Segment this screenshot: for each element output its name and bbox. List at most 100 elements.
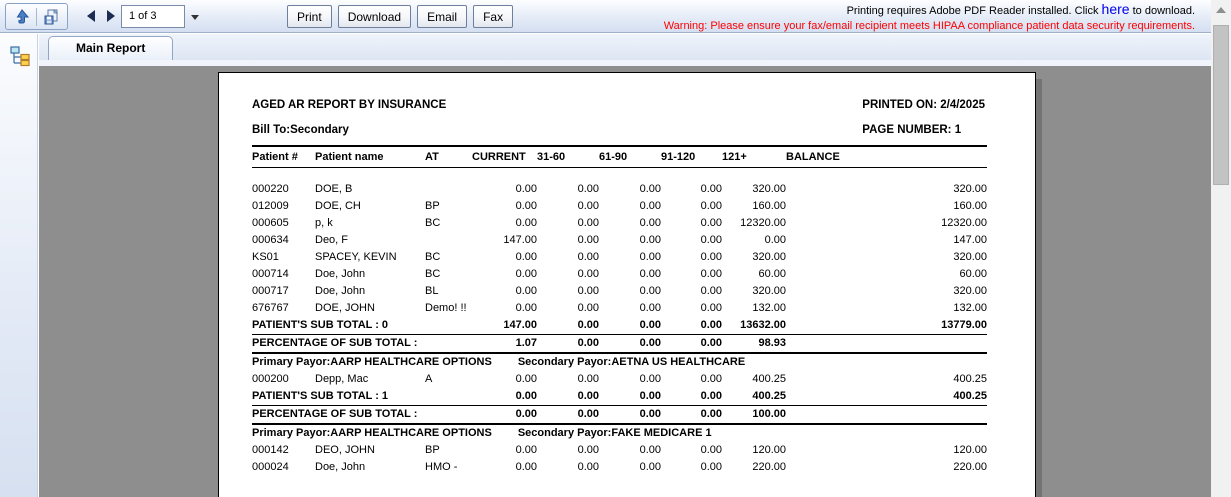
cell-patient-name: p, k [315, 216, 333, 229]
cell-patient-name: Deo, F [315, 233, 349, 246]
payor-group-header-row: Primary Payor:AARP HEALTHCARE OPTIONS Sec… [252, 424, 987, 442]
cell-at: BL [425, 284, 439, 297]
payor-labels-cell: Primary Payor:AARP HEALTHCARE OPTIONS Sec… [252, 353, 987, 371]
cell-patient-number: 000024 [252, 460, 289, 473]
cell-patient-name: Doe, John [315, 267, 366, 280]
page-indicator-input[interactable]: 1 of 3 [121, 5, 185, 28]
cell-31-60: 0.00 [577, 233, 599, 246]
cell-91-120: 0.00 [700, 372, 722, 385]
cell-balance: 12320.00 [941, 216, 987, 229]
cell-at: BC [425, 250, 441, 263]
cell-61-90: 0.00 [639, 443, 661, 456]
cell-balance: 400.25 [786, 387, 987, 406]
cell-patient-number: 000717 [252, 284, 289, 297]
cell-patient-number: 000605 [252, 216, 289, 229]
cell-patient-number: 012009 [252, 199, 289, 212]
cell-61-90: 0.00 [639, 372, 661, 385]
cell-91-120: 0.00 [700, 443, 722, 456]
email-button[interactable]: Email [417, 5, 468, 28]
cell-current: 0.00 [472, 387, 537, 406]
download-button[interactable]: Download [337, 5, 412, 28]
main-area: Main Report AGED AR REPORT BY INSURANCE … [39, 34, 1211, 497]
cell-31-60: 0.00 [577, 460, 599, 473]
fax-button[interactable]: Fax [473, 5, 514, 28]
page-number-label: PAGE NUMBER: 1 [862, 124, 962, 136]
cell-patient-number: 676767 [252, 301, 289, 314]
cell-balance: 13779.00 [786, 316, 987, 335]
scroll-up-icon[interactable] [1211, 0, 1231, 20]
pdf-reader-notice: Printing requires Adobe PDF Reader insta… [664, 2, 1195, 19]
cell-balance: 60.00 [959, 267, 987, 280]
cell-31-60: 0.00 [577, 443, 599, 456]
secondary-payor-label: Secondary Payor:AETNA US HEALTHCARE [517, 355, 746, 368]
cell-patient-name: SPACEY, KEVIN [315, 250, 397, 263]
cell-at: Demo! !! [425, 301, 467, 314]
cell-balance: 147.00 [953, 233, 987, 246]
bill-to-label: Bill To:Secondary [252, 124, 349, 136]
cell-91-120: 0.00 [700, 250, 722, 263]
cell-121-plus: 12320.00 [740, 216, 786, 229]
cell-31-60: 0.00 [577, 182, 599, 195]
tab-substrip [39, 60, 1211, 66]
cell-121-plus: 220.00 [752, 460, 786, 473]
cell-61-90: 0.00 [599, 316, 661, 335]
cell-patient-name: DOE, JOHN [315, 301, 375, 314]
pdf-notice-suffix: to download. [1129, 5, 1195, 17]
cell-at: HMO - [425, 460, 458, 473]
page-dropdown-icon[interactable] [187, 10, 203, 24]
cell-balance: 120.00 [953, 443, 987, 456]
toolbar-notices: Printing requires Adobe PDF Reader insta… [664, 2, 1195, 33]
toolbar: 1 of 3 Print Download Email Fax Printing… [0, 0, 1211, 33]
cell-31-60: 0.00 [537, 334, 599, 354]
col-patient-number: Patient # [252, 145, 315, 168]
cell-at: BP [425, 199, 440, 212]
tab-strip: Main Report [39, 34, 1211, 60]
cell-balance: 320.00 [953, 182, 987, 195]
cell-91-120: 0.00 [661, 387, 722, 406]
cell-patient-name: DOE, CH [315, 199, 361, 212]
cell-balance: 132.00 [953, 301, 987, 314]
download-here-link[interactable]: here [1101, 1, 1130, 17]
cell-balance: 220.00 [953, 460, 987, 473]
cell-121-plus: 160.00 [752, 199, 786, 212]
col-61-90: 61-90 [599, 145, 661, 168]
cell-121-plus: 13632.00 [722, 316, 786, 335]
group-tree-icon[interactable] [8, 44, 32, 68]
cell-patient-name: Doe, John [315, 460, 366, 473]
print-export-file-icon[interactable] [40, 6, 62, 28]
previous-page-icon[interactable] [82, 6, 100, 26]
export-up-arrow-icon[interactable] [11, 6, 33, 28]
cell-balance: 320.00 [953, 250, 987, 263]
cell-current: 147.00 [472, 316, 537, 335]
report-table-body: 000220 DOE, B 0.00 0.00 0.00 0.00 320.00 320.00… [252, 168, 987, 476]
table-header-row: Patient # Patient name AT CURRENT 31-60 … [252, 145, 987, 168]
cell-61-90: 0.00 [639, 460, 661, 473]
vertical-scrollbar[interactable] [1211, 0, 1231, 497]
cell-61-90: 0.00 [599, 334, 661, 354]
cell-patient-number: 000714 [252, 267, 289, 280]
cell-61-90: 0.00 [639, 199, 661, 212]
col-balance: BALANCE [786, 145, 987, 168]
scrollbar-thumb[interactable] [1213, 25, 1229, 185]
cell-patient-name: Depp, Mac [315, 372, 369, 385]
print-button[interactable]: Print [287, 5, 332, 28]
next-page-icon[interactable] [102, 6, 120, 26]
cell-at [425, 232, 472, 249]
tab-main-report[interactable]: Main Report [48, 36, 174, 60]
cell-31-60: 0.00 [577, 284, 599, 297]
cell-current: 147.00 [503, 233, 537, 246]
payor-labels-cell: Primary Payor:AARP HEALTHCARE OPTIONS Sec… [252, 424, 987, 442]
table-row: 000714 Doe, John BC 0.00 0.00 0.00 0.00 60.00 60… [252, 266, 987, 283]
cell-at: BP [425, 443, 440, 456]
cell-current: 0.00 [515, 199, 537, 212]
cell-at: A [425, 372, 433, 385]
percentage-label: PERCENTAGE OF SUB TOTAL : [252, 334, 472, 354]
cell-current: 0.00 [515, 250, 537, 263]
col-at: AT [425, 145, 472, 168]
cell-121-plus: 132.00 [752, 301, 786, 314]
cell-61-90: 0.00 [639, 250, 661, 263]
primary-payor-label: Primary Payor:AARP HEALTHCARE OPTIONS [252, 426, 492, 439]
cell-current: 0.00 [515, 267, 537, 280]
cell-31-60: 0.00 [537, 316, 599, 335]
